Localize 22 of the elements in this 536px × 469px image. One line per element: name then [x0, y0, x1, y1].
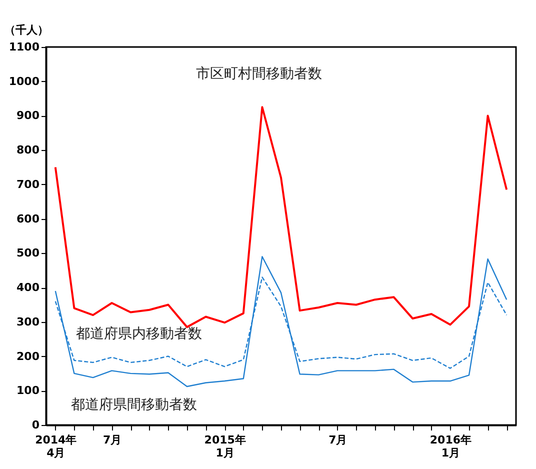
y-tick-label: 700	[16, 178, 40, 191]
x-tick-label: 2015年 1月	[204, 434, 246, 460]
y-tick-label: 600	[16, 212, 40, 226]
x-tick-label: 7月	[328, 434, 348, 446]
y-tick-label: 100	[16, 384, 40, 398]
x-tick-label: 2016年 1月	[430, 434, 472, 460]
x-tick-label: 2014年 4月	[35, 434, 77, 460]
y-tick-label: 0	[32, 418, 40, 432]
y-tick-label: 1000	[8, 74, 40, 88]
y-axis-title: （千人）	[4, 24, 48, 36]
y-tick-label: 800	[16, 144, 40, 157]
series-label: 都道府県間移動者数	[71, 397, 197, 413]
y-tick-label: 1100	[8, 40, 40, 54]
y-tick-label: 400	[16, 281, 40, 294]
y-tick-label: 300	[16, 315, 40, 328]
y-tick-label: 500	[16, 246, 40, 260]
y-tick-label: 200	[16, 350, 40, 363]
y-tick-label: 900	[16, 109, 40, 122]
series-label: 都道府県内移動者数	[76, 326, 202, 342]
line-series	[54, 256, 508, 388]
x-tick-label: 7月	[102, 434, 122, 446]
text: 市区町村間移動者数	[196, 66, 322, 82]
